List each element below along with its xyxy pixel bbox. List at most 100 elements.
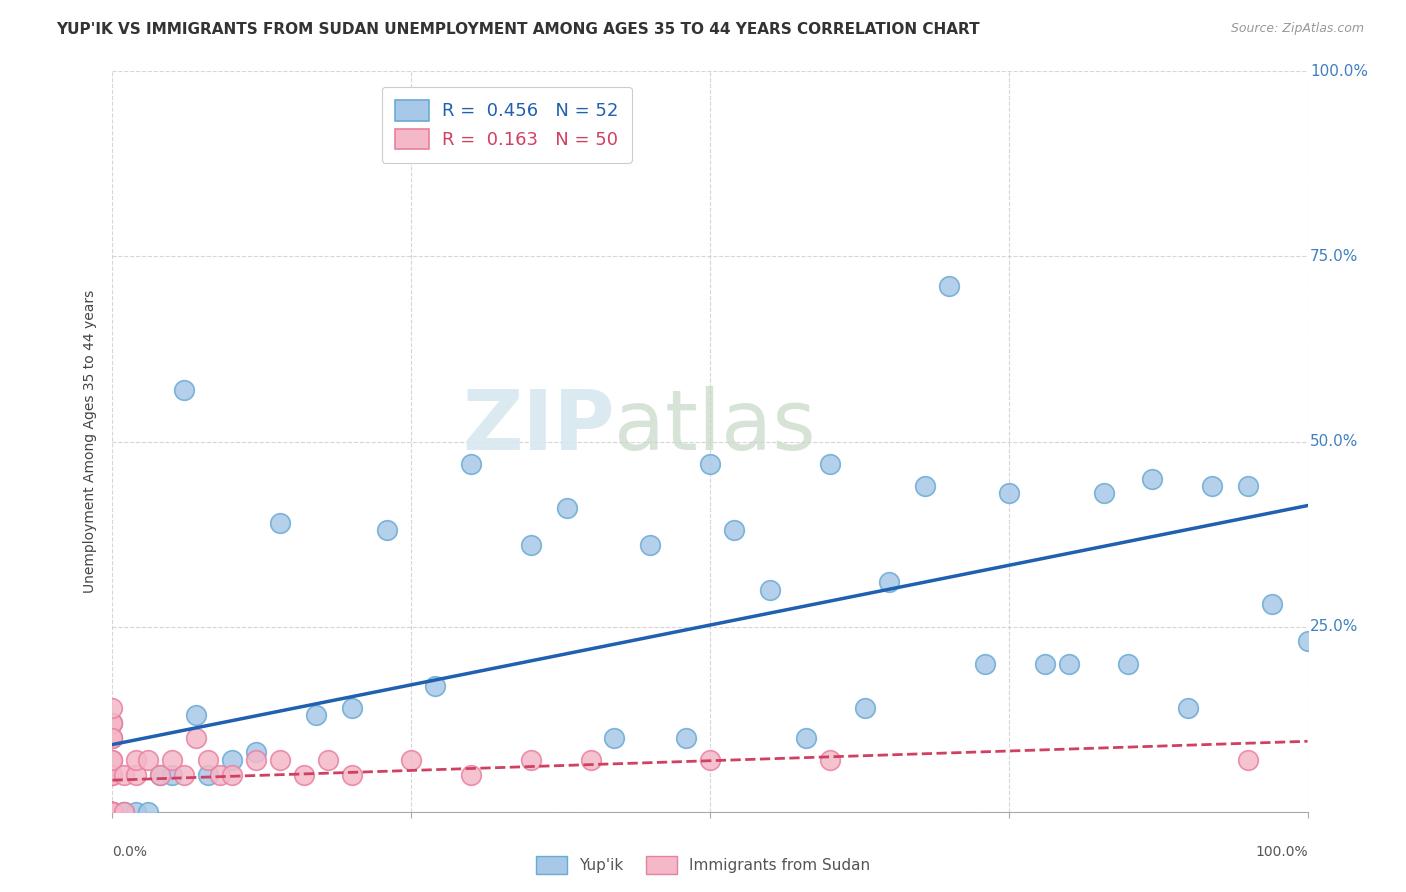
Point (101, 805, 124, 819)
Point (1142, 471, 1164, 485)
Point (377, 524, 399, 538)
Point (101, 805, 124, 819)
Point (101, 731, 124, 745)
Point (699, 753, 721, 767)
Text: 100.0%: 100.0% (1310, 64, 1368, 78)
Point (998, 486, 1021, 500)
Point (101, 805, 124, 819)
Point (245, 746, 267, 760)
Text: 0.0%: 0.0% (112, 845, 148, 859)
Point (125, 805, 148, 819)
Point (1057, 657, 1080, 671)
Point (173, 767, 195, 781)
Point (101, 805, 124, 819)
Point (101, 805, 124, 819)
Text: atlas: atlas (614, 386, 815, 467)
Y-axis label: Unemployment Among Ages 35 to 44 years: Unemployment Among Ages 35 to 44 years (83, 290, 97, 593)
Point (269, 516, 291, 530)
Point (221, 767, 243, 781)
Point (162, 767, 183, 781)
Point (340, 701, 363, 715)
Point (974, 657, 997, 671)
Point (914, 479, 936, 493)
Point (101, 805, 124, 819)
Point (603, 731, 626, 745)
Point (101, 805, 124, 819)
Point (101, 805, 124, 819)
Point (269, 753, 291, 767)
Text: 75.0%: 75.0% (1310, 249, 1358, 264)
Point (520, 753, 543, 767)
Point (101, 805, 124, 819)
Point (520, 538, 543, 552)
Point (173, 383, 195, 397)
Point (138, 805, 160, 819)
Point (1237, 753, 1260, 767)
Point (316, 753, 339, 767)
Point (101, 805, 124, 819)
Point (460, 457, 482, 471)
Point (101, 715, 124, 730)
Point (101, 805, 124, 819)
Point (221, 753, 243, 767)
Point (675, 731, 697, 745)
Point (149, 767, 172, 781)
Point (101, 805, 124, 819)
Point (162, 753, 183, 767)
Point (1177, 701, 1199, 715)
Point (1033, 657, 1056, 671)
Point (114, 805, 135, 819)
Point (1296, 634, 1319, 648)
Point (1261, 598, 1284, 612)
Point (114, 805, 135, 819)
Legend: R =  0.456   N = 52, R =  0.163   N = 50: R = 0.456 N = 52, R = 0.163 N = 50 (382, 87, 631, 162)
Point (401, 753, 423, 767)
Point (101, 805, 124, 819)
Point (101, 767, 124, 781)
Point (855, 701, 877, 715)
Point (699, 457, 721, 471)
Point (101, 753, 124, 767)
Point (101, 805, 124, 819)
Point (101, 731, 124, 745)
Point (101, 805, 124, 819)
Point (101, 805, 124, 819)
Point (101, 753, 124, 767)
Point (460, 767, 482, 781)
Point (723, 524, 745, 538)
Text: 50.0%: 50.0% (1310, 434, 1358, 449)
Point (1201, 479, 1223, 493)
Point (101, 805, 124, 819)
Point (818, 457, 841, 471)
Point (101, 701, 124, 715)
Point (555, 501, 578, 516)
Point (197, 767, 219, 781)
Point (101, 805, 124, 819)
Text: Source: ZipAtlas.com: Source: ZipAtlas.com (1230, 22, 1364, 36)
Point (197, 753, 219, 767)
Point (1094, 486, 1116, 500)
Text: 100.0%: 100.0% (1256, 845, 1308, 859)
Point (292, 767, 315, 781)
Text: 25.0%: 25.0% (1310, 619, 1358, 634)
Point (340, 767, 363, 781)
Point (101, 805, 124, 819)
Point (794, 731, 817, 745)
Point (759, 582, 782, 597)
Point (938, 279, 960, 293)
Point (245, 753, 267, 767)
Point (101, 805, 124, 819)
Point (579, 753, 602, 767)
Point (879, 575, 901, 590)
Point (101, 805, 124, 819)
Point (149, 767, 172, 781)
Point (101, 805, 124, 819)
Point (101, 715, 124, 730)
Point (101, 715, 124, 730)
Point (818, 753, 841, 767)
Point (101, 731, 124, 745)
Point (305, 708, 328, 723)
Point (425, 679, 447, 693)
Point (1237, 479, 1260, 493)
Point (101, 767, 124, 781)
